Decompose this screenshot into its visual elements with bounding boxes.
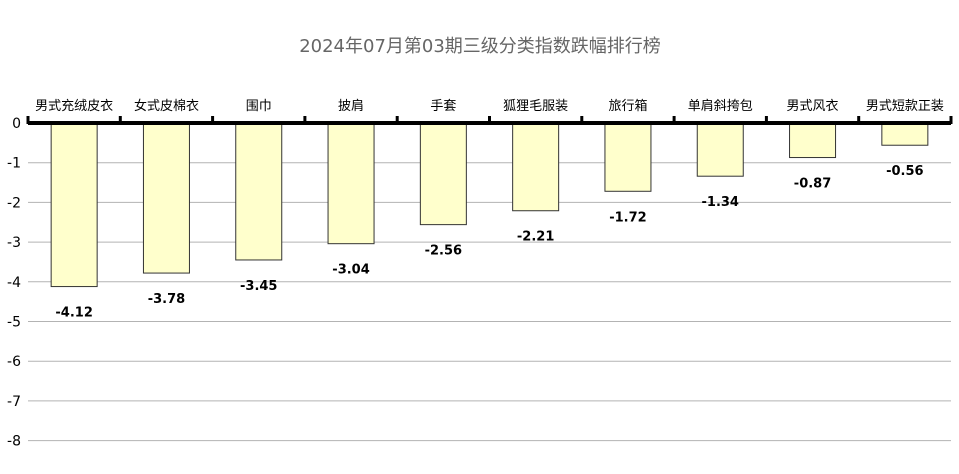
data-label: -1.34 <box>702 195 739 210</box>
y-tick-label: 0 <box>12 116 21 132</box>
bar <box>50 122 98 288</box>
y-tick-label: -5 <box>7 315 21 331</box>
bar <box>696 122 744 177</box>
data-label: -2.21 <box>517 230 554 245</box>
y-tick-label: -2 <box>7 195 21 211</box>
y-tick-label: -8 <box>7 434 21 450</box>
bars <box>50 122 929 288</box>
bar <box>419 122 467 226</box>
bar <box>604 122 652 192</box>
y-tick-label: -3 <box>7 235 21 251</box>
data-label: -0.56 <box>886 164 923 179</box>
category-label: 手套 <box>430 98 456 114</box>
chart-title: 2024年07月第03期三级分类指数跌幅排行榜 <box>299 36 661 57</box>
data-label: -4.12 <box>55 306 92 321</box>
bar <box>327 122 375 245</box>
y-tick-label: -1 <box>7 156 21 172</box>
bar <box>142 122 190 274</box>
category-label: 披肩 <box>338 98 364 114</box>
bar <box>235 122 283 261</box>
bar <box>881 122 929 146</box>
category-label: 男式充绒皮衣 <box>35 98 113 114</box>
labels: 0 -1 -2 -3 -4 -5 -6 -7 -8 -4.12 男式充绒皮衣 -3.78 女式皮棉衣 -3… <box>7 98 944 450</box>
data-label: -2.56 <box>425 244 462 259</box>
category-label: 围巾 <box>246 99 272 114</box>
category-label: 狐狸毛服装 <box>503 99 568 114</box>
data-label: -3.04 <box>332 263 369 278</box>
y-tick-label: -4 <box>7 275 21 291</box>
category-label: 旅行箱 <box>608 98 647 114</box>
y-tick-label: -6 <box>7 354 21 370</box>
y-tick-label: -7 <box>7 394 21 410</box>
bar <box>512 122 560 212</box>
data-label: -0.87 <box>794 177 831 192</box>
category-label: 男式短款正装 <box>866 99 944 114</box>
x-axis <box>26 116 953 125</box>
bar <box>789 122 837 159</box>
data-label: -3.45 <box>240 279 277 294</box>
category-label: 女式皮棉衣 <box>134 98 199 114</box>
category-label: 单肩斜挎包 <box>688 98 753 114</box>
data-label: -3.78 <box>148 292 185 307</box>
data-label: -1.72 <box>609 210 646 225</box>
category-label: 男式风衣 <box>787 98 839 114</box>
